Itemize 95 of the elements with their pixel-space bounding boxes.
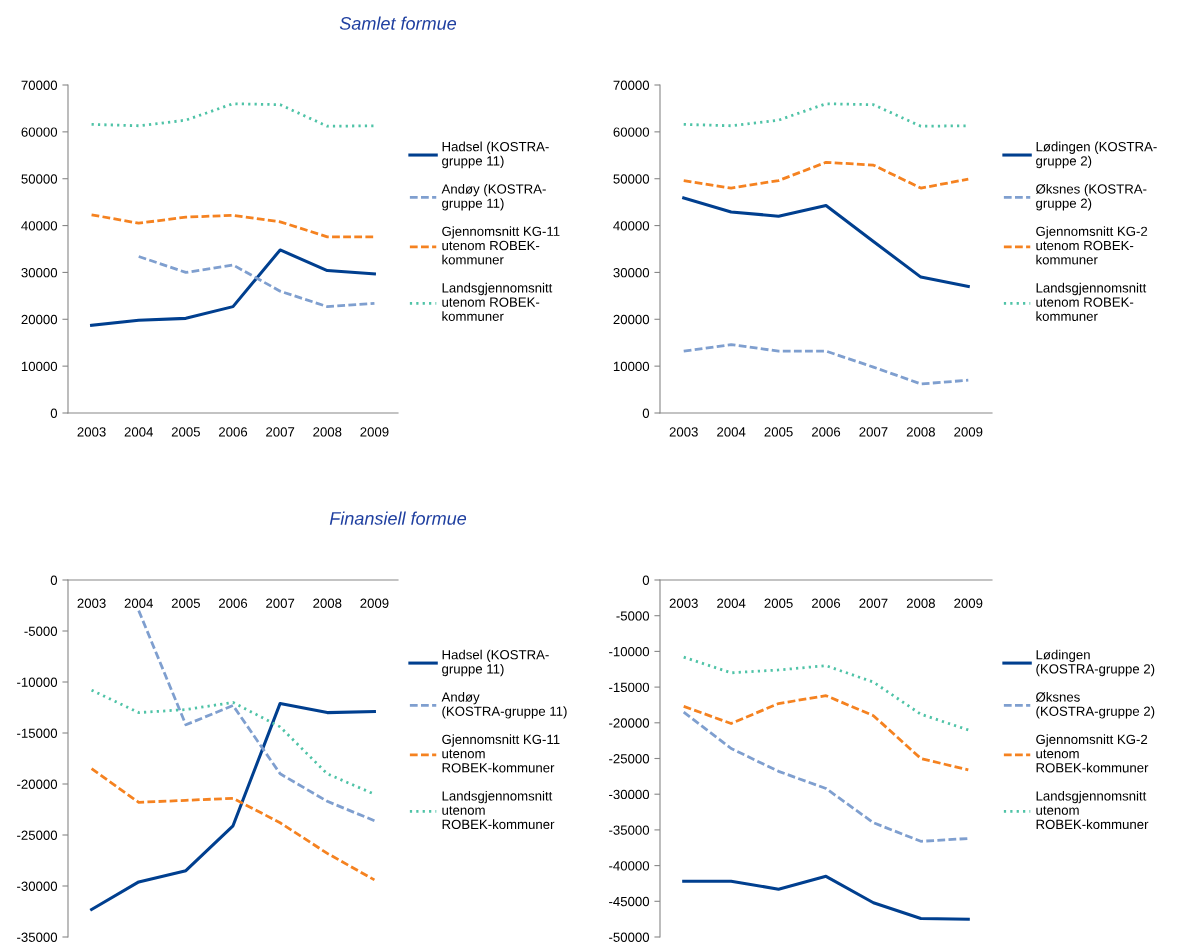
line-series bbox=[682, 655, 970, 732]
legend-label: Andøy (KOSTRA-gruppe 11) bbox=[441, 692, 567, 719]
x-tick-label: 2009 bbox=[954, 598, 983, 608]
legend-label: Gjennomsnitt KG-11 utenom ROBEK-kommuner bbox=[442, 734, 560, 773]
x-tick-label: 2005 bbox=[764, 427, 793, 437]
x-tick-label: 2007 bbox=[266, 427, 295, 437]
y-tick-label: -20000 bbox=[609, 718, 650, 728]
line-series bbox=[682, 343, 970, 386]
y-tick-label: 20000 bbox=[21, 314, 58, 325]
line-series bbox=[682, 160, 970, 190]
legend-label: Gjennomsnitt KG-2 utenom ROBEK-kommuner bbox=[1036, 734, 1149, 773]
legend-label: Øksnes (KOSTRA- gruppe 2) bbox=[1036, 183, 1147, 211]
x-tick-label: 2009 bbox=[360, 427, 389, 437]
x-tick-label: 2008 bbox=[313, 598, 342, 608]
line-series bbox=[90, 102, 376, 128]
y-tick-label: 10000 bbox=[21, 361, 58, 372]
line-series bbox=[90, 248, 376, 327]
x-tick-label: 2006 bbox=[218, 427, 248, 437]
y-tick-label: -45000 bbox=[609, 896, 650, 907]
y-tick-label: -30000 bbox=[17, 881, 58, 891]
x-tick-label: 2004 bbox=[717, 427, 746, 437]
y-tick-label: 30000 bbox=[613, 268, 650, 278]
y-tick-label: -50000 bbox=[609, 932, 650, 942]
line-series bbox=[137, 609, 376, 823]
x-tick-label: 2008 bbox=[906, 598, 935, 608]
legend-label: Landsgjennomsnitt utenom ROBEK- kommuner bbox=[1036, 282, 1147, 321]
line-series bbox=[682, 874, 970, 921]
x-tick-label: 2009 bbox=[954, 427, 983, 437]
y-tick-label: 70000 bbox=[613, 80, 650, 90]
y-tick-label: 40000 bbox=[613, 221, 650, 231]
y-tick-label: -15000 bbox=[609, 682, 650, 693]
x-tick-label: 2005 bbox=[764, 598, 793, 608]
x-tick-label: 2009 bbox=[360, 598, 389, 608]
chart-title: Finansiell formue bbox=[329, 511, 467, 525]
x-tick-label: 2003 bbox=[669, 598, 698, 608]
x-tick-label: 2006 bbox=[218, 598, 248, 608]
x-tick-label: 2004 bbox=[124, 427, 154, 437]
y-tick-label: 40000 bbox=[21, 221, 58, 231]
line-series bbox=[137, 255, 376, 309]
y-tick-label: -40000 bbox=[609, 861, 650, 871]
x-tick-label: 2008 bbox=[906, 427, 935, 437]
y-tick-label: 60000 bbox=[613, 127, 650, 137]
y-tick-label: -10000 bbox=[17, 677, 58, 687]
y-tick-label: -25000 bbox=[17, 830, 58, 840]
y-tick-label: 30000 bbox=[21, 268, 58, 278]
x-tick-label: 2004 bbox=[717, 598, 746, 608]
x-tick-label: 2003 bbox=[669, 427, 698, 437]
y-tick-label: -30000 bbox=[609, 789, 650, 800]
legend-label: Lødingen (KOSTRA- gruppe 2) bbox=[1036, 141, 1157, 169]
x-tick-label: 2003 bbox=[77, 598, 106, 608]
x-tick-label: 2006 bbox=[811, 598, 841, 608]
line-series bbox=[682, 710, 970, 843]
x-tick-label: 2005 bbox=[171, 427, 200, 437]
legend-label: Hadsel (KOSTRA- gruppe 11) bbox=[442, 649, 549, 677]
y-tick-label: 60000 bbox=[21, 127, 58, 137]
x-tick-label: 2006 bbox=[811, 427, 841, 437]
x-tick-label: 2008 bbox=[313, 427, 342, 437]
line-series bbox=[90, 213, 376, 239]
y-tick-label: 70000 bbox=[21, 80, 58, 90]
x-tick-label: 2007 bbox=[859, 598, 888, 608]
legend-label: Andøy (KOSTRA- gruppe 11) bbox=[441, 183, 546, 211]
legend-label: Gjennomsnitt KG-2 utenom ROBEK- kommuner bbox=[1036, 226, 1148, 265]
line-series bbox=[682, 196, 970, 289]
y-tick-label: 0 bbox=[50, 575, 58, 585]
y-tick-label: 50000 bbox=[613, 174, 650, 184]
y-tick-label: -10000 bbox=[609, 646, 650, 657]
legend-label: Øksnes (KOSTRA-gruppe 2) bbox=[1036, 692, 1155, 719]
y-tick-label: 50000 bbox=[21, 174, 58, 184]
x-tick-label: 2005 bbox=[171, 598, 200, 608]
x-tick-label: 2003 bbox=[77, 427, 106, 437]
y-tick-label: 0 bbox=[50, 408, 58, 418]
line-series bbox=[682, 694, 970, 772]
y-tick-label: -20000 bbox=[17, 779, 58, 789]
y-tick-label: 0 bbox=[642, 575, 650, 585]
x-tick-label: 2004 bbox=[124, 598, 154, 608]
y-tick-label: -35000 bbox=[17, 932, 58, 942]
y-tick-label: -35000 bbox=[609, 825, 650, 835]
y-tick-label: -5000 bbox=[616, 611, 650, 621]
y-tick-label: 0 bbox=[642, 408, 650, 418]
x-tick-label: 2007 bbox=[266, 598, 295, 608]
y-tick-label: -5000 bbox=[24, 626, 58, 636]
legend-label: Hadsel (KOSTRA- gruppe 11) bbox=[442, 141, 549, 169]
x-tick-label: 2007 bbox=[859, 427, 888, 437]
legend-label: Lødingen (KOSTRA-gruppe 2) bbox=[1036, 649, 1155, 677]
line-series bbox=[90, 701, 376, 911]
y-tick-label: -15000 bbox=[17, 728, 58, 738]
chart-title: Samlet formue bbox=[339, 16, 457, 30]
legend-label: Landsgjennomsnitt utenom ROBEK-kommuner bbox=[442, 790, 555, 830]
legend-label: Landsgjennomsnitt utenom ROBEK-kommuner bbox=[1036, 790, 1149, 830]
line-series bbox=[90, 767, 376, 882]
y-tick-label: 20000 bbox=[613, 314, 650, 325]
y-tick-label: -25000 bbox=[609, 754, 650, 764]
legend-label: Gjennomsnitt KG-11 utenom ROBEK- kommuner bbox=[442, 226, 560, 265]
y-tick-label: 10000 bbox=[613, 361, 650, 372]
legend-label: Landsgjennomsnitt utenom ROBEK- kommuner bbox=[442, 282, 553, 321]
